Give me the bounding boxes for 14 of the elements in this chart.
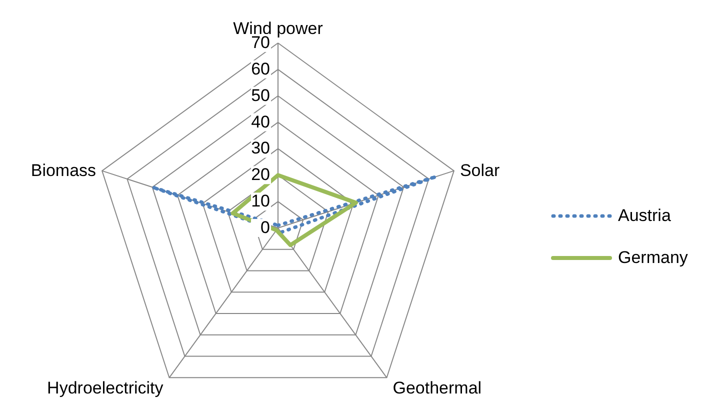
- y-tick-label: 50: [251, 86, 270, 105]
- spoke-label: Solar: [460, 160, 500, 180]
- y-tick-label: 60: [251, 59, 270, 78]
- y-tick-label: 30: [251, 138, 270, 158]
- spoke-label: Hydroelectricity: [47, 378, 164, 398]
- y-tick-label: 70: [251, 33, 270, 52]
- spoke-label: Biomass: [30, 160, 96, 180]
- y-tick-label: 20: [251, 165, 270, 184]
- spoke-label: Geothermal: [392, 378, 482, 398]
- y-tick-label: 40: [251, 112, 270, 132]
- y-tick-label: 0: [260, 218, 270, 237]
- y-tick-label: 10: [251, 192, 270, 211]
- legend-label: Germany: [618, 248, 688, 267]
- legend-label: Austria: [618, 206, 672, 225]
